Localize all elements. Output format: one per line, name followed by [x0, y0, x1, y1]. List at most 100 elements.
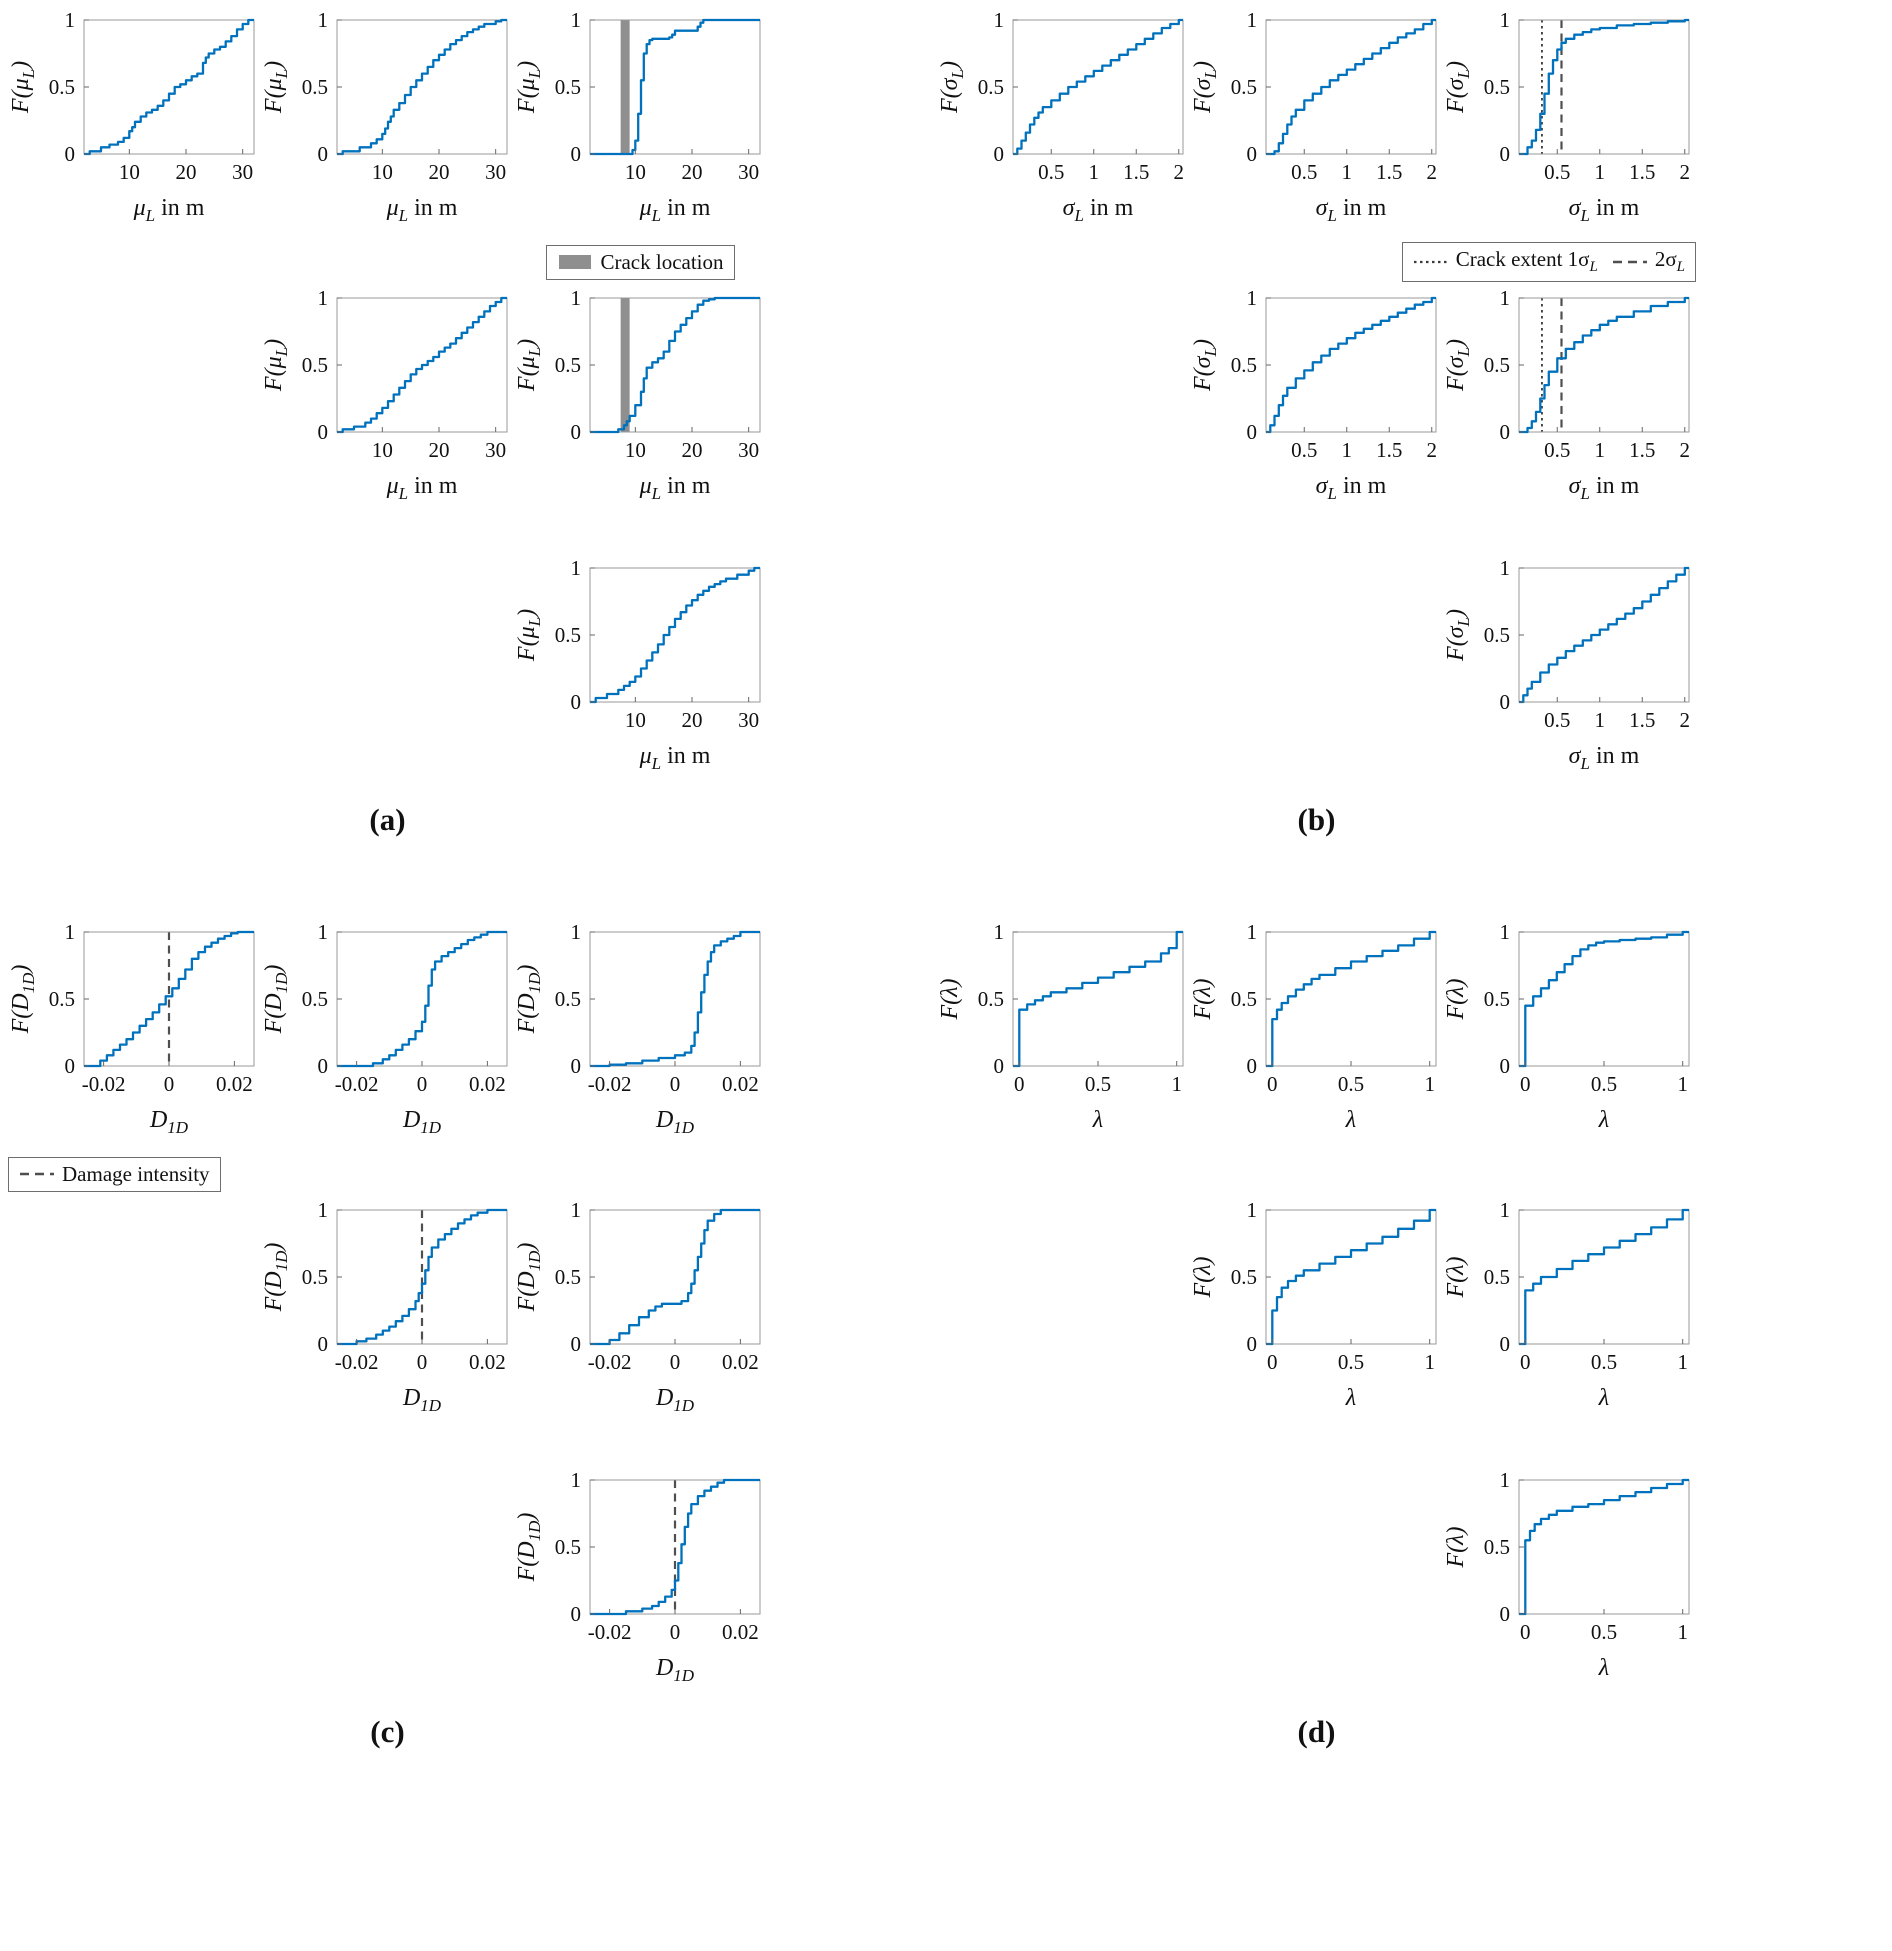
- svg-text:F(σL): F(σL): [1190, 339, 1220, 392]
- chart-b3: 0.5 1 1.5 2 0 0.5 1 σL in m F(σL): [1443, 8, 1690, 225]
- svg-text:1: 1: [1677, 1620, 1688, 1644]
- svg-text:1: 1: [1247, 286, 1258, 310]
- chart-d2: 0 0.5 1 0 0.5 1 λ F(λ): [1190, 920, 1437, 1133]
- svg-text:F(μL): F(μL): [514, 339, 544, 392]
- subplot-c-r3c3: -0.02 0 0.02 0 0.5 1 D1D F(D1D): [514, 1468, 767, 1698]
- svg-text:F(σL): F(σL): [1443, 339, 1473, 392]
- svg-text:F(σL): F(σL): [1443, 61, 1473, 114]
- svg-text:λ: λ: [1598, 1107, 1609, 1133]
- ecdf-curve: [337, 18, 507, 156]
- svg-text:0: 0: [318, 1332, 329, 1356]
- svg-text:1: 1: [318, 1198, 329, 1222]
- subplot-a-r2c2: 10 20 30 0 0.5 1 μL in m F(μL): [261, 286, 514, 516]
- svg-text:F(D1D): F(D1D): [261, 1243, 291, 1313]
- subplot-d-r1c1: 0 0.5 1 0 0.5 1 λ F(λ): [937, 920, 1190, 1150]
- svg-text:0: 0: [1500, 142, 1511, 166]
- svg-text:1: 1: [1500, 286, 1511, 310]
- svg-text:2: 2: [1680, 438, 1691, 462]
- svg-text:0: 0: [571, 1054, 582, 1078]
- svg-text:1: 1: [1500, 920, 1511, 944]
- svg-text:-0.02: -0.02: [588, 1072, 632, 1096]
- svg-text:0: 0: [1520, 1620, 1531, 1644]
- svg-text:0: 0: [318, 420, 329, 444]
- subplot-d-r1c2: 0 0.5 1 0 0.5 1 λ F(λ): [1190, 920, 1443, 1150]
- svg-text:0.5: 0.5: [1591, 1072, 1617, 1096]
- svg-text:1: 1: [1500, 8, 1511, 32]
- svg-text:D1D: D1D: [655, 1385, 695, 1415]
- svg-text:2: 2: [1174, 160, 1185, 184]
- svg-text:1: 1: [1595, 160, 1606, 184]
- ecdf-curve: [1519, 1478, 1689, 1616]
- ecdf-curve: [84, 930, 254, 1068]
- crack-location-band: [620, 298, 630, 432]
- svg-text:D1D: D1D: [402, 1385, 442, 1415]
- svg-text:0.5: 0.5: [302, 987, 328, 1011]
- svg-text:0: 0: [994, 142, 1005, 166]
- subplot-a-r1c1: 10 20 30 0 0.5 1 μL in m F(μL): [8, 8, 261, 238]
- svg-text:0: 0: [1500, 1602, 1511, 1626]
- subplot-d-r2c2: 0 0.5 1 0 0.5 1 λ F(λ): [1190, 1198, 1443, 1428]
- svg-text:D1D: D1D: [402, 1107, 442, 1137]
- ecdf-curve: [1519, 930, 1689, 1068]
- svg-text:1: 1: [571, 286, 582, 310]
- svg-text:0.5: 0.5: [1484, 1265, 1510, 1289]
- svg-text:0: 0: [670, 1620, 681, 1644]
- svg-text:1: 1: [1247, 920, 1258, 944]
- svg-text:0: 0: [1500, 690, 1511, 714]
- svg-text:1: 1: [1342, 160, 1353, 184]
- chart-a2: 10 20 30 0 0.5 1 μL in m F(μL): [261, 8, 508, 225]
- svg-text:1: 1: [1089, 160, 1100, 184]
- svg-text:0.5: 0.5: [555, 353, 581, 377]
- svg-text:F(D1D): F(D1D): [514, 1513, 544, 1583]
- svg-text:0.5: 0.5: [1085, 1072, 1111, 1096]
- svg-text:0.5: 0.5: [1544, 708, 1570, 732]
- svg-text:μL in m: μL in m: [133, 195, 205, 225]
- panel-d: (d) 0 0.5 1 0 0.5 1 λ F(λ) 0 0.5 1 0 0.5 1 λ F(λ) 0 0.5 1 0…: [937, 920, 1696, 1762]
- ecdf-curve: [1013, 18, 1183, 156]
- svg-text:1: 1: [994, 8, 1005, 32]
- svg-text:10: 10: [119, 160, 140, 184]
- svg-text:30: 30: [738, 708, 759, 732]
- svg-text:1: 1: [65, 920, 76, 944]
- svg-text:1.5: 1.5: [1629, 438, 1655, 462]
- svg-text:0: 0: [1247, 420, 1258, 444]
- chart-a1: 10 20 30 0 0.5 1 μL in m F(μL): [8, 8, 255, 225]
- svg-text:σL in m: σL in m: [1569, 743, 1640, 773]
- svg-text:0.5: 0.5: [555, 623, 581, 647]
- svg-text:10: 10: [625, 438, 646, 462]
- svg-text:-0.02: -0.02: [82, 1072, 126, 1096]
- panel-c: (c) -0.02 0 0.02 0 0.5 1 D1D F(D1D) -0.02 0 0.02 0 0…: [8, 920, 767, 1762]
- ecdf-curve: [590, 1478, 760, 1616]
- svg-text:30: 30: [485, 438, 506, 462]
- legend-entry: 2σL: [1612, 247, 1685, 276]
- svg-text:0: 0: [164, 1072, 175, 1096]
- ecdf-curve: [1519, 18, 1689, 156]
- svg-text:30: 30: [232, 160, 253, 184]
- svg-text:F(D1D): F(D1D): [514, 965, 544, 1035]
- subplot-b-r2c3: 0.5 1 1.5 2 0 0.5 1 σL in m F(σL): [1443, 286, 1696, 516]
- svg-text:0.5: 0.5: [555, 75, 581, 99]
- svg-text:10: 10: [625, 708, 646, 732]
- svg-text:F(σL): F(σL): [1443, 609, 1473, 662]
- subplot-b-r1c3: 0.5 1 1.5 2 0 0.5 1 σL in m F(σL): [1443, 8, 1696, 238]
- svg-text:F(μL): F(μL): [8, 61, 38, 114]
- chart-d6: 0 0.5 1 0 0.5 1 λ F(λ): [1443, 1468, 1690, 1681]
- svg-text:0: 0: [1247, 142, 1258, 166]
- panel-c-label: (c): [370, 1714, 405, 1749]
- svg-text:0.5: 0.5: [302, 75, 328, 99]
- subplot-d-r1c3: 0 0.5 1 0 0.5 1 λ F(λ): [1443, 920, 1696, 1150]
- legend-entry: Damage intensity: [19, 1162, 210, 1187]
- svg-text:0.02: 0.02: [722, 1620, 759, 1644]
- svg-text:D1D: D1D: [655, 1107, 695, 1137]
- chart-b4: 0.5 1 1.5 2 0 0.5 1 σL in m F(σL): [1190, 286, 1437, 503]
- svg-text:1: 1: [1500, 556, 1511, 580]
- subplot-c-r1c1: -0.02 0 0.02 0 0.5 1 D1D F(D1D): [8, 920, 261, 1150]
- svg-text:0: 0: [65, 1054, 76, 1078]
- legend-entry: Crack extent 1σL: [1413, 247, 1598, 276]
- ecdf-curve: [1266, 1208, 1436, 1346]
- figure-bottom-row: (c) -0.02 0 0.02 0 0.5 1 D1D F(D1D) -0.02 0 0.02 0 0…: [8, 920, 1892, 1762]
- band-swatch-icon: [559, 255, 592, 269]
